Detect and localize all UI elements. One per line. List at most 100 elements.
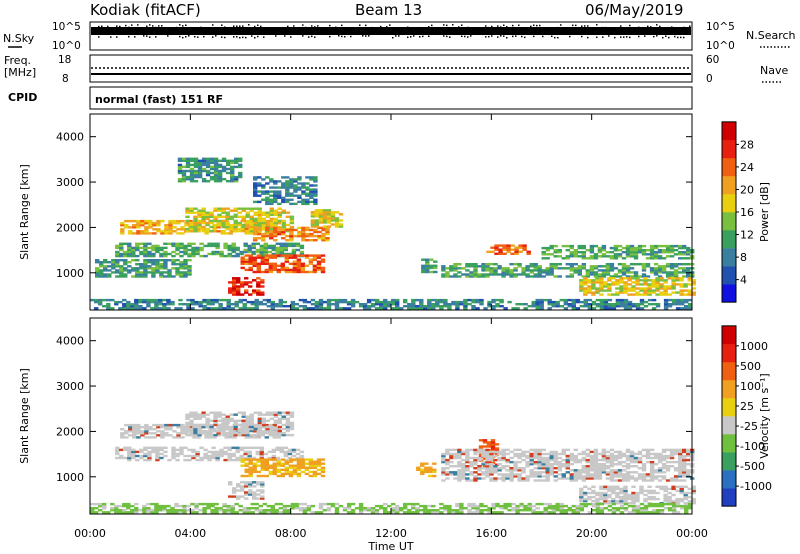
- heatmap-cell: [138, 509, 143, 512]
- heatmap-cell: [490, 461, 496, 464]
- heatmap-cell: [567, 509, 572, 512]
- heatmap-cell: [513, 469, 518, 472]
- heatmap-cell: [201, 169, 207, 173]
- heatmap-cell: [420, 470, 425, 474]
- heatmap-cell: [441, 471, 446, 474]
- heatmap-cell: [599, 491, 604, 495]
- heatmap-cell: [261, 431, 266, 435]
- heatmap-cell: [469, 271, 474, 274]
- heatmap-cell: [312, 462, 318, 465]
- heatmap-cell: [265, 431, 270, 435]
- heatmap-cell: [277, 226, 282, 230]
- heatmap-cell: [543, 298, 548, 302]
- heatmap-cell: [595, 504, 601, 508]
- heatmap-cell: [529, 471, 534, 474]
- heatmap-cell: [683, 493, 688, 497]
- heatmap-cell: [289, 239, 294, 242]
- heatmap-cell: [132, 226, 137, 229]
- heatmap-cell: [168, 219, 173, 223]
- heatmap-cell: [605, 255, 611, 258]
- heatmap-cell: [155, 448, 160, 452]
- heatmap-cell: [213, 159, 219, 162]
- heatmap-cell: [308, 470, 314, 474]
- heatmap-cell: [163, 254, 168, 258]
- heatmap-cell: [453, 465, 458, 468]
- heatmap-cell: [289, 234, 294, 238]
- heatmap-cell: [171, 448, 176, 452]
- heatmap-cell: [593, 257, 599, 260]
- heatmap-cell: [545, 269, 550, 272]
- heatmap-cell: [281, 237, 286, 240]
- heatmap-cell: [513, 473, 518, 476]
- heatmap-cell: [233, 213, 238, 216]
- heatmap-cell: [425, 268, 430, 272]
- heatmap-cell: [193, 229, 198, 233]
- heatmap-cell: [152, 224, 157, 227]
- heatmap-cell: [217, 223, 222, 227]
- heatmap-cell: [187, 454, 192, 458]
- heatmap-cell: [295, 452, 301, 456]
- heatmap-cell: [688, 307, 693, 310]
- heatmap-cell: [310, 511, 316, 514]
- heatmap-cell: [254, 305, 259, 308]
- heatmap-cell: [306, 300, 312, 304]
- heatmap-cell: [539, 300, 544, 304]
- heatmap-cell: [597, 467, 603, 470]
- heatmap-cell: [142, 300, 147, 304]
- heatmap-cell: [631, 491, 636, 495]
- heatmap-cell: [221, 417, 226, 420]
- heatmap-cell: [579, 289, 584, 292]
- heatmap-cell: [240, 281, 245, 284]
- heatmap-cell: [682, 246, 687, 250]
- heatmap-cell: [131, 250, 136, 254]
- heatmap-cell: [551, 303, 556, 306]
- heatmap-cell: [262, 303, 267, 306]
- heatmap-cell: [571, 511, 576, 514]
- heatmap-cell: [204, 430, 209, 433]
- heatmap-cell: [299, 450, 305, 454]
- heatmap-cell: [205, 431, 210, 435]
- heatmap-cell: [665, 275, 671, 278]
- heatmap-cell: [189, 415, 194, 418]
- heatmap-cell: [623, 499, 628, 503]
- heatmap-cell: [199, 242, 204, 245]
- heatmap-cell: [285, 228, 290, 232]
- heatmap-cell: [251, 250, 256, 254]
- heatmap-cell: [643, 287, 648, 290]
- heatmap-cell: [231, 242, 236, 245]
- heatmap-cell: [647, 289, 652, 292]
- heatmap-cell: [253, 200, 258, 204]
- heatmap-cell: [191, 250, 196, 254]
- heatmap-cell: [252, 497, 257, 500]
- heatmap-cell: [151, 246, 156, 250]
- heatmap-cell: [193, 165, 199, 169]
- heatmap-cell: [160, 426, 165, 429]
- heatmap-cell: [686, 469, 691, 472]
- heatmap-cell: [276, 464, 281, 467]
- heatmap-cell: [119, 275, 124, 278]
- heatmap-cell: [293, 188, 298, 191]
- heatmap-cell: [673, 479, 679, 482]
- heatmap-cell: [181, 159, 187, 162]
- heatmap-cell: [403, 300, 408, 304]
- heatmap-cell: [281, 415, 286, 418]
- heatmap-cell: [641, 269, 647, 272]
- heatmap-cell: [221, 165, 227, 169]
- heatmap-cell: [304, 462, 310, 465]
- heatmap-cell: [420, 464, 425, 467]
- heatmap-cell: [605, 454, 611, 458]
- heatmap-cell: [497, 469, 502, 472]
- heatmap-cell: [234, 300, 239, 304]
- heatmap-cell: [521, 450, 526, 454]
- heatmap-cell: [611, 485, 616, 488]
- heatmap-cell: [495, 305, 500, 308]
- heatmap-cell: [485, 471, 490, 474]
- heatmap-cell: [199, 458, 204, 462]
- heatmap-cell: [190, 502, 195, 506]
- heatmap-cell: [657, 255, 663, 258]
- heatmap-cell: [419, 307, 424, 310]
- heatmap-cell: [505, 452, 510, 456]
- heatmap-cell: [250, 511, 255, 514]
- freq-panel: Freq. [MHz] 18 8 60 0 Nave: [4, 54, 788, 85]
- heatmap-cell: [187, 273, 192, 276]
